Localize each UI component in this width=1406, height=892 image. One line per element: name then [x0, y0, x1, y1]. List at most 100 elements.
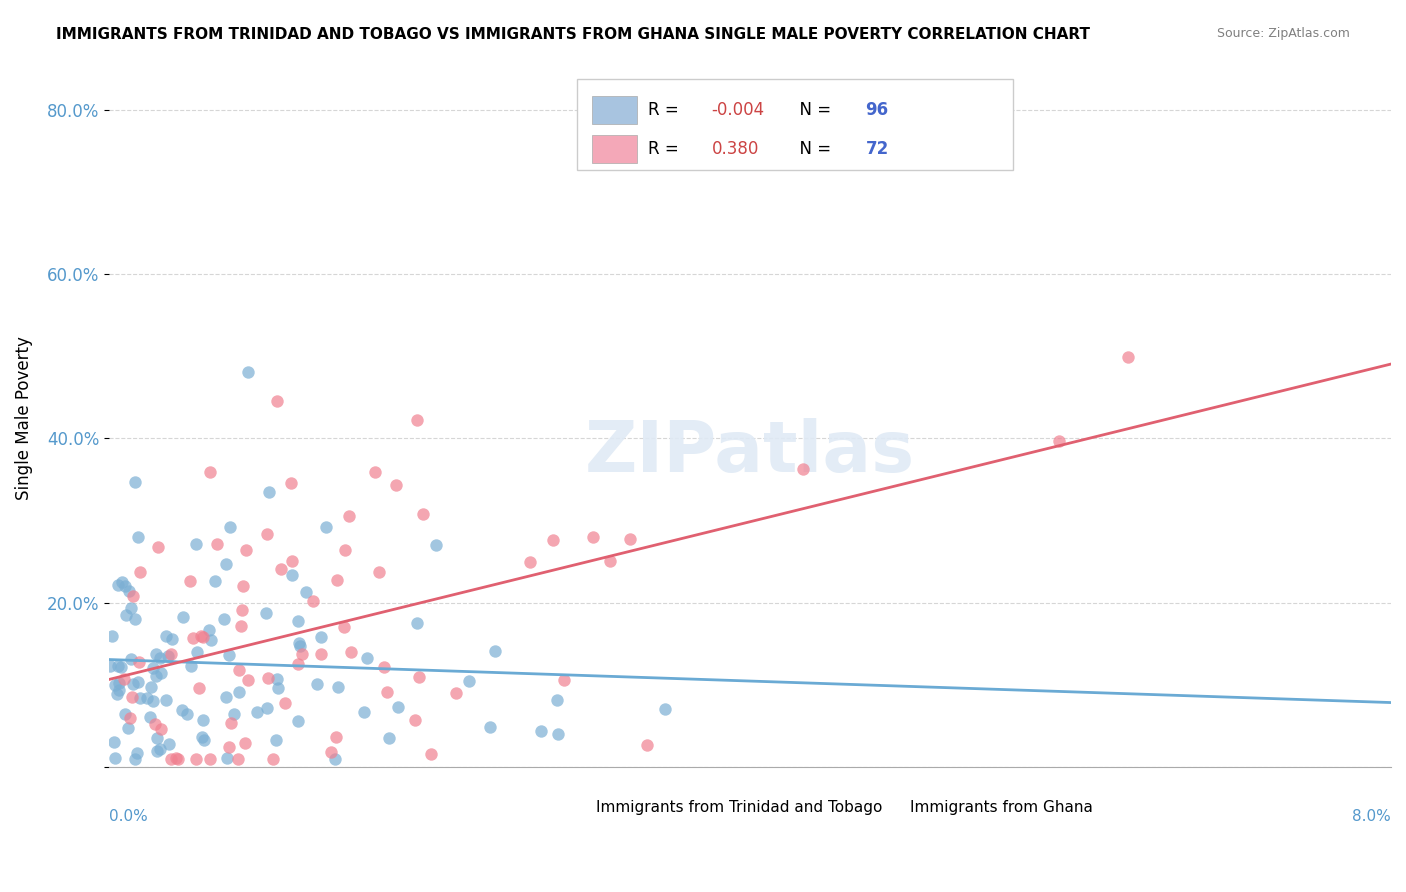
Immigrants from Ghana: [792, 462, 814, 476]
Immigrants from Ghana: [160, 752, 183, 766]
Immigrants from Trinidad and Tobago: [378, 731, 401, 745]
Text: 96: 96: [866, 102, 889, 120]
Text: Immigrants from Trinidad and Tobago: Immigrants from Trinidad and Tobago: [596, 800, 883, 815]
Immigrants from Trinidad and Tobago: [323, 752, 346, 766]
Immigrants from Trinidad and Tobago: [305, 677, 328, 691]
Immigrants from Ghana: [333, 620, 356, 634]
Immigrants from Ghana: [236, 673, 259, 688]
FancyBboxPatch shape: [576, 79, 1012, 169]
Immigrants from Trinidad and Tobago: [146, 744, 169, 758]
FancyBboxPatch shape: [558, 798, 591, 816]
Immigrants from Trinidad and Tobago: [457, 674, 479, 689]
Immigrants from Ghana: [205, 537, 228, 551]
FancyBboxPatch shape: [866, 798, 897, 816]
Immigrants from Trinidad and Tobago: [107, 658, 129, 673]
Text: -0.004: -0.004: [711, 102, 765, 120]
Immigrants from Trinidad and Tobago: [104, 678, 127, 692]
Immigrants from Trinidad and Tobago: [287, 714, 309, 728]
Immigrants from Trinidad and Tobago: [124, 475, 146, 489]
Immigrants from Trinidad and Tobago: [224, 707, 246, 722]
Immigrants from Trinidad and Tobago: [479, 720, 502, 734]
Immigrants from Trinidad and Tobago: [204, 574, 226, 588]
Immigrants from Ghana: [636, 739, 658, 753]
Immigrants from Ghana: [541, 533, 564, 547]
Immigrants from Ghana: [309, 647, 332, 661]
Immigrants from Ghana: [619, 532, 641, 546]
Immigrants from Trinidad and Tobago: [246, 705, 269, 719]
Immigrants from Trinidad and Tobago: [356, 651, 378, 665]
Immigrants from Ghana: [337, 509, 360, 524]
Immigrants from Ghana: [384, 478, 406, 492]
Immigrants from Trinidad and Tobago: [136, 691, 159, 706]
Immigrants from Trinidad and Tobago: [114, 707, 136, 722]
Immigrants from Trinidad and Tobago: [309, 630, 332, 644]
Immigrants from Trinidad and Tobago: [212, 612, 235, 626]
Immigrants from Trinidad and Tobago: [111, 575, 134, 590]
Immigrants from Ghana: [179, 574, 201, 588]
Immigrants from Ghana: [274, 696, 297, 710]
Immigrants from Ghana: [256, 526, 278, 541]
Immigrants from Ghana: [333, 543, 356, 558]
Immigrants from Ghana: [408, 669, 430, 683]
Immigrants from Trinidad and Tobago: [138, 710, 160, 724]
Text: ZIPatlas: ZIPatlas: [585, 418, 915, 487]
Immigrants from Trinidad and Tobago: [124, 612, 146, 626]
Immigrants from Ghana: [146, 540, 169, 554]
Immigrants from Ghana: [420, 747, 443, 761]
Immigrants from Trinidad and Tobago: [108, 682, 131, 697]
Immigrants from Ghana: [326, 573, 349, 587]
Immigrants from Ghana: [231, 603, 253, 617]
Immigrants from Ghana: [368, 565, 391, 579]
Immigrants from Trinidad and Tobago: [120, 601, 142, 615]
Immigrants from Trinidad and Tobago: [281, 568, 304, 582]
Immigrants from Ghana: [364, 465, 387, 479]
Immigrants from Trinidad and Tobago: [125, 746, 148, 760]
Immigrants from Trinidad and Tobago: [266, 732, 288, 747]
Immigrants from Ghana: [122, 590, 145, 604]
Immigrants from Trinidad and Tobago: [172, 610, 194, 624]
Immigrants from Ghana: [1116, 350, 1139, 364]
Immigrants from Trinidad and Tobago: [193, 714, 215, 728]
Immigrants from Trinidad and Tobago: [107, 578, 129, 592]
Immigrants from Trinidad and Tobago: [295, 585, 318, 599]
Immigrants from Ghana: [198, 465, 221, 479]
Immigrants from Trinidad and Tobago: [124, 752, 146, 766]
Immigrants from Trinidad and Tobago: [190, 730, 212, 744]
Immigrants from Trinidad and Tobago: [114, 578, 136, 592]
Immigrants from Ghana: [325, 730, 347, 744]
Immigrants from Ghana: [444, 686, 467, 700]
Immigrants from Trinidad and Tobago: [127, 674, 149, 689]
Immigrants from Trinidad and Tobago: [215, 558, 238, 572]
Immigrants from Trinidad and Tobago: [176, 706, 198, 721]
Immigrants from Ghana: [233, 736, 256, 750]
Immigrants from Trinidad and Tobago: [267, 681, 290, 696]
FancyBboxPatch shape: [592, 135, 637, 163]
Immigrants from Trinidad and Tobago: [238, 365, 260, 379]
Immigrants from Trinidad and Tobago: [128, 691, 150, 706]
Immigrants from Ghana: [121, 690, 143, 704]
Immigrants from Ghana: [266, 393, 288, 408]
Immigrants from Ghana: [519, 556, 541, 570]
Immigrants from Trinidad and Tobago: [103, 735, 125, 749]
Immigrants from Ghana: [280, 476, 302, 491]
Text: 0.0%: 0.0%: [110, 809, 148, 824]
Immigrants from Trinidad and Tobago: [215, 751, 238, 765]
Immigrants from Ghana: [150, 723, 173, 737]
Immigrants from Trinidad and Tobago: [117, 721, 139, 735]
Immigrants from Ghana: [340, 645, 363, 659]
Immigrants from Ghana: [321, 745, 343, 759]
Immigrants from Ghana: [256, 672, 278, 686]
Immigrants from Ghana: [226, 752, 249, 766]
Immigrants from Trinidad and Tobago: [105, 687, 128, 701]
Immigrants from Ghana: [190, 629, 212, 643]
Immigrants from Ghana: [231, 619, 253, 633]
Immigrants from Trinidad and Tobago: [117, 583, 139, 598]
Immigrants from Trinidad and Tobago: [155, 693, 177, 707]
Immigrants from Ghana: [412, 507, 434, 521]
Immigrants from Trinidad and Tobago: [186, 645, 208, 659]
Immigrants from Trinidad and Tobago: [186, 537, 208, 551]
Immigrants from Ghana: [188, 681, 211, 695]
Immigrants from Trinidad and Tobago: [546, 693, 568, 707]
Immigrants from Ghana: [129, 565, 152, 579]
Immigrants from Trinidad and Tobago: [142, 661, 165, 675]
